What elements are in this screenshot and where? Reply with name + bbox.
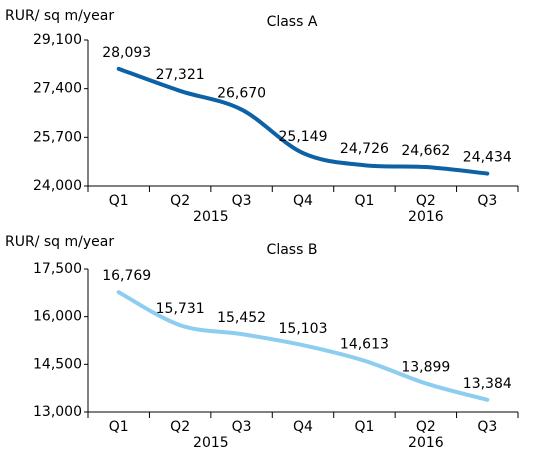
x-tick-label: Q2: [170, 193, 190, 209]
x-tick-label: Q3: [232, 193, 252, 209]
data-label: 24,726: [340, 141, 389, 157]
year-label: 2016: [408, 209, 444, 225]
y-tick-label: 25,700: [33, 129, 82, 145]
year-label: 2016: [408, 435, 444, 451]
y-axis-label: RUR/ sq m/year: [5, 8, 114, 24]
y-tick-label: 13,000: [33, 404, 82, 420]
data-label: 15,731: [156, 301, 205, 317]
series-line: [116, 66, 490, 176]
data-label: 26,670: [217, 86, 266, 102]
y-tick-label: 14,500: [33, 356, 82, 372]
y-tick-label: 16,000: [33, 309, 82, 325]
series-line: [116, 290, 490, 402]
data-label: 15,452: [217, 310, 266, 326]
y-axis-label: RUR/ sq m/year: [5, 234, 114, 250]
y-tick-label: 17,500: [33, 261, 82, 277]
chart-title: Class B: [267, 242, 318, 258]
x-tick-label: Q1: [354, 419, 374, 435]
x-tick-label: Q3: [477, 193, 497, 209]
x-tick-label: Q3: [232, 419, 252, 435]
data-label: 27,321: [156, 67, 205, 83]
data-label: 24,662: [401, 143, 450, 159]
data-label: 13,899: [401, 359, 450, 375]
data-label: 28,093: [102, 45, 151, 61]
x-tick-label: Q4: [293, 419, 313, 435]
data-label: 14,613: [340, 337, 389, 353]
data-label: 25,149: [279, 129, 328, 145]
x-tick-label: Q1: [109, 419, 129, 435]
chart-title: Class A: [267, 14, 318, 30]
x-tick-label: Q1: [354, 193, 374, 209]
x-tick-label: Q1: [109, 193, 129, 209]
y-tick-label: 24,000: [33, 178, 82, 194]
year-label: 2015: [193, 435, 229, 451]
year-label: 2015: [193, 209, 229, 225]
x-tick-label: Q4: [293, 193, 313, 209]
data-label: 16,769: [102, 268, 151, 284]
x-tick-label: Q2: [416, 419, 436, 435]
y-tick-label: 29,100: [33, 32, 82, 48]
x-tick-label: Q3: [477, 419, 497, 435]
data-label: 24,434: [463, 150, 512, 166]
data-label: 15,103: [279, 321, 328, 337]
x-tick-label: Q2: [416, 193, 436, 209]
data-label: 13,384: [463, 376, 512, 392]
x-tick-label: Q2: [170, 419, 190, 435]
y-tick-label: 27,400: [33, 81, 82, 97]
